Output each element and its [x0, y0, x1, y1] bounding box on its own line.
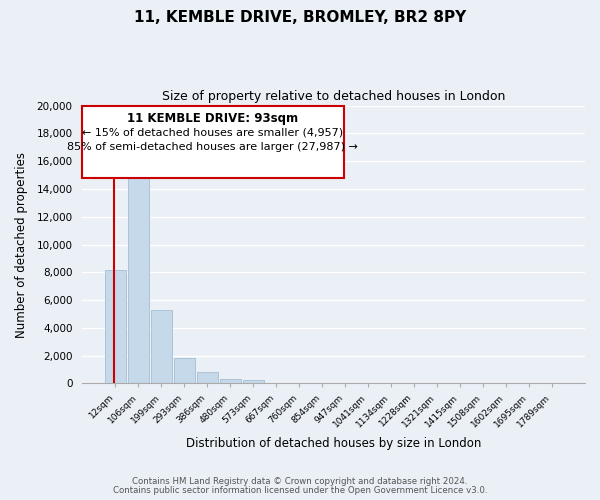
Bar [151, 310, 172, 384]
Bar [128, 153, 149, 384]
Bar [243, 380, 263, 384]
Title: Size of property relative to detached houses in London: Size of property relative to detached ho… [162, 90, 505, 103]
Bar [197, 372, 218, 384]
X-axis label: Distribution of detached houses by size in London: Distribution of detached houses by size … [186, 437, 481, 450]
Text: Contains HM Land Registry data © Crown copyright and database right 2024.: Contains HM Land Registry data © Crown c… [132, 477, 468, 486]
Y-axis label: Number of detached properties: Number of detached properties [15, 152, 28, 338]
Text: Contains public sector information licensed under the Open Government Licence v3: Contains public sector information licen… [113, 486, 487, 495]
Text: 11, KEMBLE DRIVE, BROMLEY, BR2 8PY: 11, KEMBLE DRIVE, BROMLEY, BR2 8PY [134, 10, 466, 25]
Bar [105, 270, 126, 384]
Text: 11 KEMBLE DRIVE: 93sqm: 11 KEMBLE DRIVE: 93sqm [127, 112, 298, 124]
Bar [174, 358, 194, 384]
Bar [220, 380, 241, 384]
Text: ← 15% of detached houses are smaller (4,957): ← 15% of detached houses are smaller (4,… [82, 128, 343, 138]
Text: 85% of semi-detached houses are larger (27,987) →: 85% of semi-detached houses are larger (… [67, 142, 358, 152]
